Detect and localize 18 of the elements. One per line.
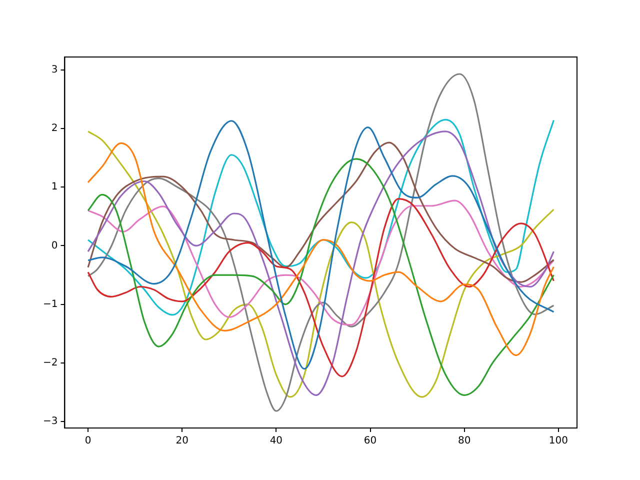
x-tick-label: 20 — [176, 436, 188, 447]
y-tick-label: 1 — [51, 182, 58, 193]
line-series — [87, 142, 555, 283]
line-series — [87, 73, 555, 412]
line-series — [87, 200, 555, 326]
line-series — [87, 118, 555, 316]
y-tick-label: 2 — [51, 123, 58, 134]
x-tick-label: 60 — [364, 436, 377, 447]
y-tick-label: −2 — [42, 358, 58, 369]
y-tick-label: 0 — [51, 240, 58, 252]
x-tick-label: 100 — [548, 436, 568, 447]
x-tick-label: 80 — [458, 436, 471, 447]
x-tick-label: 0 — [84, 436, 92, 447]
line-series — [87, 198, 555, 378]
y-tick-label: −3 — [42, 416, 58, 428]
x-tick-label: 40 — [270, 436, 283, 447]
y-tick-label: 3 — [51, 64, 58, 76]
y-tick-label: −1 — [42, 298, 58, 310]
